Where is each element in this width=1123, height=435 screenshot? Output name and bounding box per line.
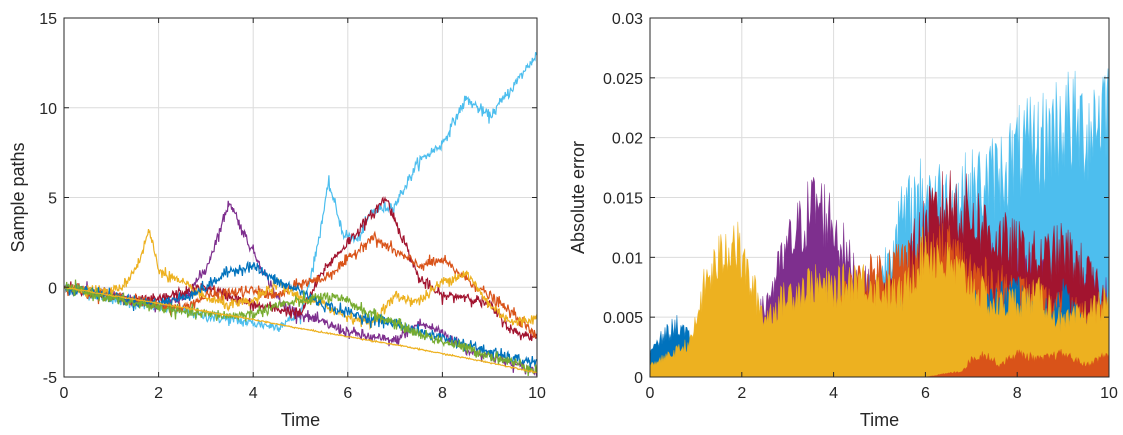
error-area (650, 221, 1109, 377)
y-tick-label: 0.01 (612, 250, 643, 267)
y-tick-label: 0.02 (612, 131, 643, 148)
x-tick-label: 10 (1100, 385, 1118, 402)
y-tick-label: 5 (48, 191, 57, 208)
x-tick-label: 0 (646, 385, 655, 402)
y-tick-label: 0.005 (603, 310, 643, 327)
x-tick-label: 2 (154, 385, 163, 402)
x-tick-label: 8 (1013, 385, 1022, 402)
y-tick-label: -5 (43, 370, 57, 387)
error-area (650, 349, 1109, 377)
x-tick-label: 6 (921, 385, 930, 402)
y-tick-label: 0 (634, 370, 643, 387)
y-tick-label: 10 (39, 101, 57, 118)
x-tick-label: 10 (528, 385, 546, 402)
right-chart-plot-area (650, 68, 1109, 377)
x-tick-label: 8 (438, 385, 447, 402)
sample-path-line (64, 286, 537, 374)
y-tick-label: 0.025 (603, 71, 643, 88)
right-chart-x-axis: 0 2 4 6 8 10 (646, 18, 1118, 402)
x-tick-label: 2 (737, 385, 746, 402)
left-chart-y-axis-label: Sample paths (8, 142, 28, 252)
right-chart-y-axis: 0 0.005 0.01 0.015 0.02 0.025 0.03 (603, 11, 1109, 387)
y-tick-label: 15 (39, 11, 57, 28)
y-tick-label: 0.03 (612, 11, 643, 28)
y-tick-label: 0.015 (603, 191, 643, 208)
x-tick-label: 4 (829, 385, 838, 402)
left-chart-x-axis: 0 2 4 6 8 10 (60, 18, 546, 402)
right-chart-x-axis-label: Time (860, 410, 899, 430)
right-chart-y-axis-label: Absolute error (568, 141, 588, 254)
x-tick-label: 4 (249, 385, 258, 402)
left-chart-y-axis: -5 0 5 10 15 (39, 11, 537, 387)
left-chart-plot-area (64, 52, 537, 377)
x-tick-label: 0 (60, 385, 69, 402)
sample-path-line (64, 279, 537, 377)
y-tick-label: 0 (48, 280, 57, 297)
left-chart-x-axis-label: Time (281, 410, 320, 430)
right-chart: Time Absolute error 0 2 4 6 8 10 0 0.005 0.01 0.0… (568, 11, 1118, 430)
x-tick-label: 6 (343, 385, 352, 402)
